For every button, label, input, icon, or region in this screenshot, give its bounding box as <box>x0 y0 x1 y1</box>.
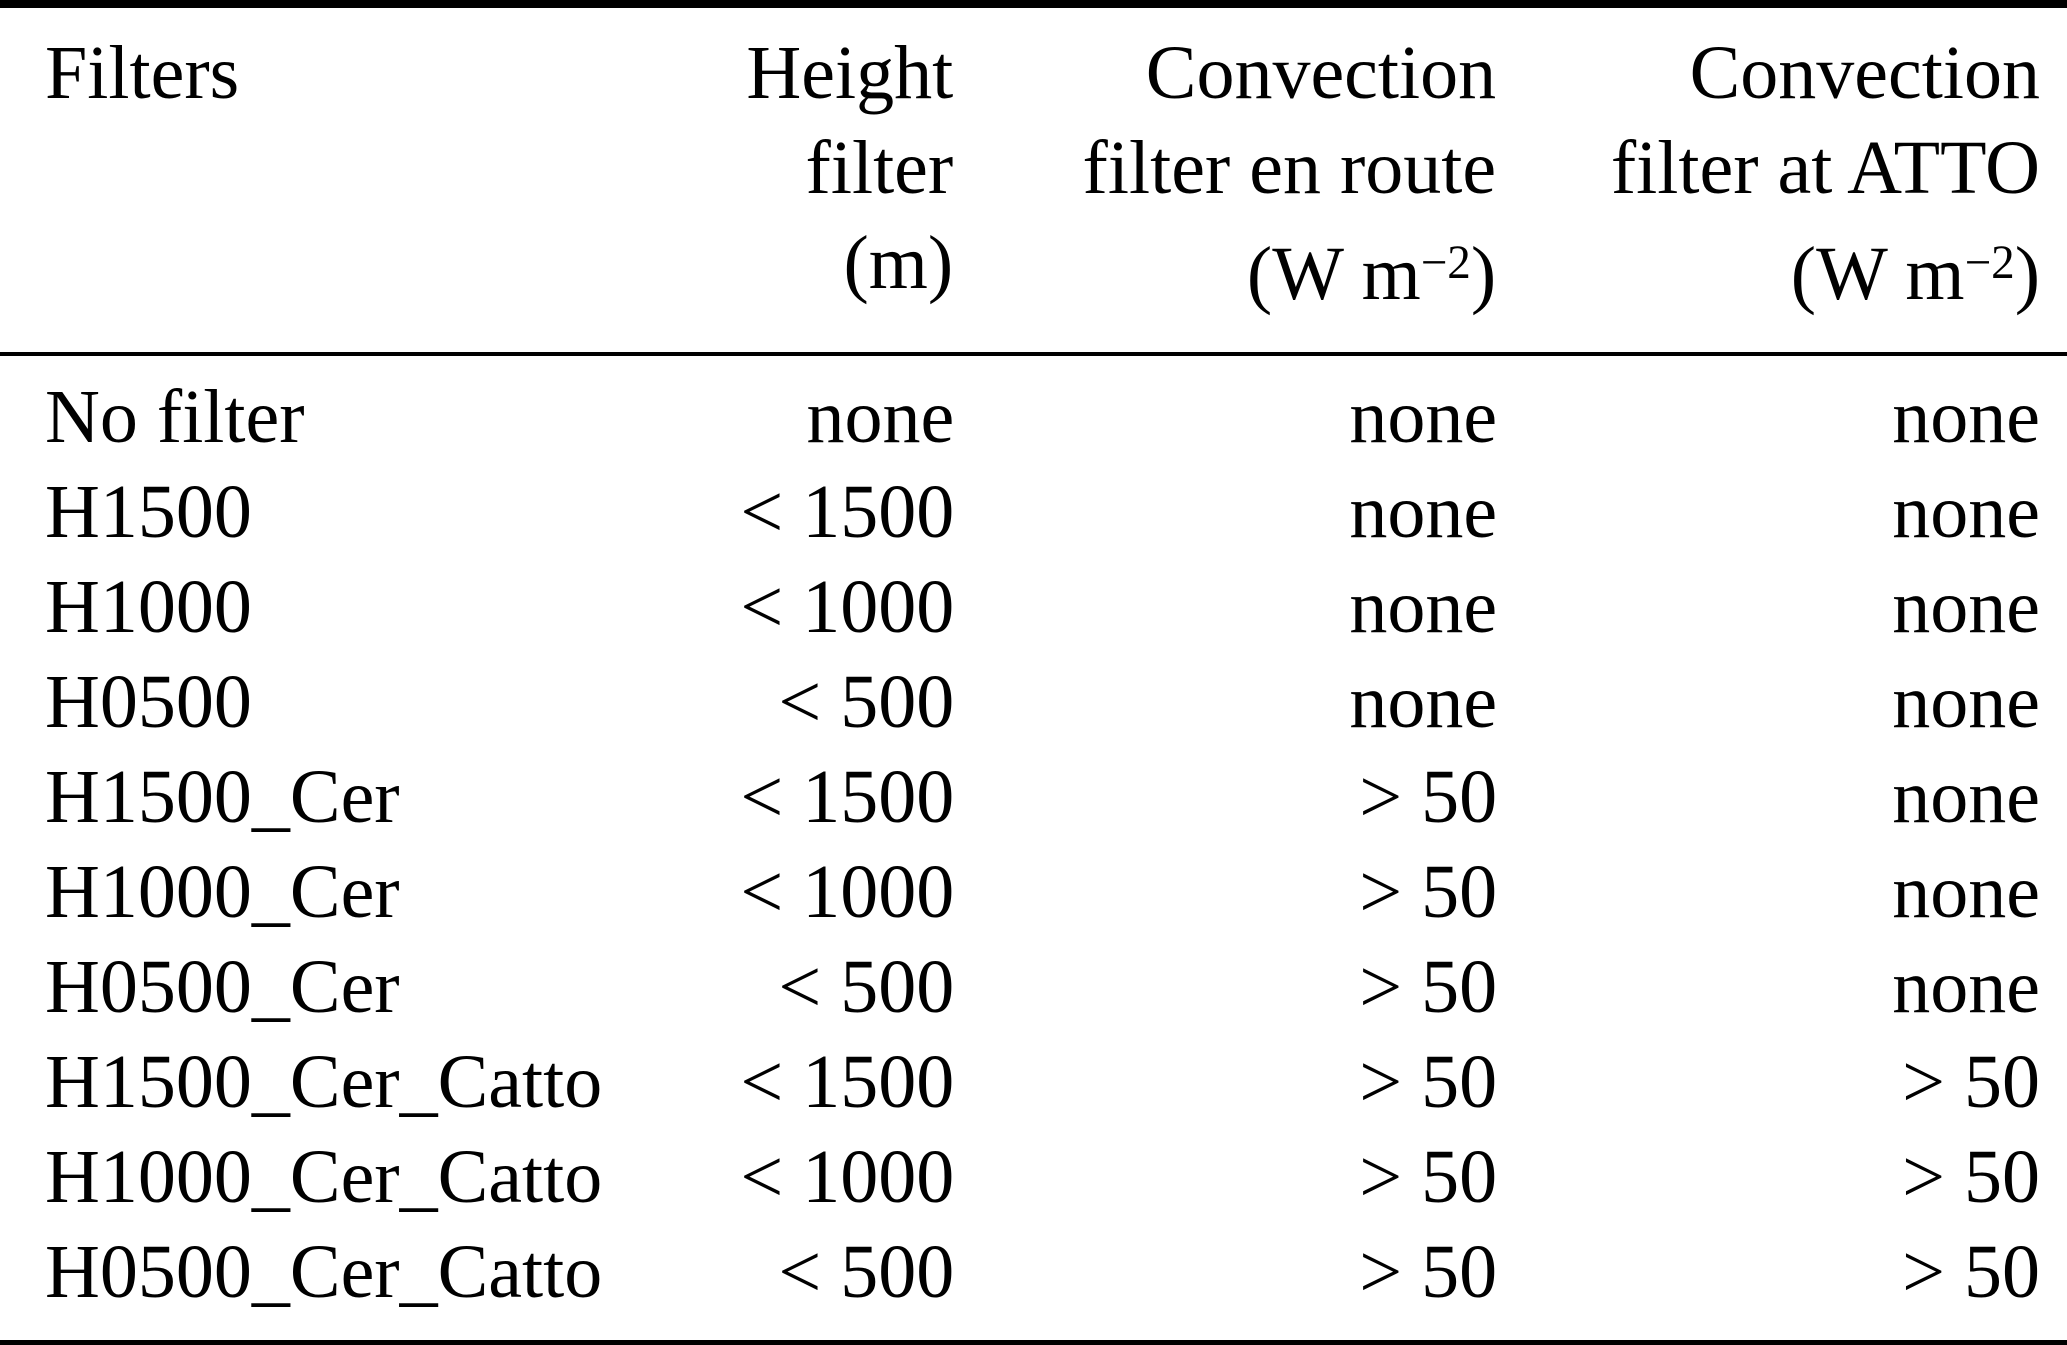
cell-convection-en-route: none <box>1349 660 1498 745</box>
cell-filter-name: H1000_Cer_Catto <box>45 1135 603 1220</box>
cell-convection-at-atto: none <box>1892 470 2040 555</box>
table-row: H1000 < 1000 none none <box>0 560 2067 655</box>
header-height-unit: (m) <box>843 221 954 305</box>
table-row: H1000_Cer_Catto < 1000 > 50 > 50 <box>0 1130 2067 1225</box>
cell-convection-en-route: none <box>1349 565 1498 650</box>
cell-filter-name: H1500_Cer <box>45 755 400 840</box>
header-conv-route-line1: Convection <box>1145 31 1497 115</box>
unit-close: ) <box>1470 232 1497 317</box>
cell-height-filter: < 1000 <box>740 1135 955 1220</box>
unit-open: (W m <box>1246 232 1421 317</box>
cell-convection-en-route: > 50 <box>1359 755 1498 840</box>
header-conv-atto-line1: Convection <box>1689 31 2040 115</box>
cell-filter-name: H1000 <box>45 565 252 650</box>
cell-height-filter: < 1000 <box>740 850 955 935</box>
cell-filter-name: H0500_Cer_Catto <box>45 1230 603 1315</box>
unit-open: (W m <box>1790 232 1965 317</box>
header-conv-atto-line2: filter at ATTO <box>1610 126 2040 210</box>
cell-height-filter: < 1500 <box>740 755 955 840</box>
unit-exponent: −2 <box>1420 237 1471 289</box>
cell-height-filter: < 1500 <box>740 1040 955 1125</box>
table-row: H0500_Cer_Catto < 500 > 50 > 50 <box>0 1225 2067 1344</box>
cell-height-filter: < 1500 <box>740 470 955 555</box>
table-row: H0500_Cer < 500 > 50 none <box>0 940 2067 1035</box>
cell-convection-en-route: none <box>1349 375 1498 460</box>
cell-convection-at-atto: none <box>1892 375 2040 460</box>
cell-convection-en-route: > 50 <box>1359 945 1498 1030</box>
cell-convection-at-atto: none <box>1892 755 2040 840</box>
header-filters-label: Filters <box>45 31 240 115</box>
cell-convection-at-atto: none <box>1892 945 2040 1030</box>
column-header-convection-en-route: Convection filter en route (W m−2) <box>954 4 1498 357</box>
column-header-height-filter: Height filter (m) <box>538 4 955 357</box>
cell-convection-at-atto: > 50 <box>1902 1230 2040 1315</box>
cell-filter-name: H1000_Cer <box>45 850 400 935</box>
cell-height-filter: < 1000 <box>740 565 955 650</box>
cell-convection-en-route: > 50 <box>1359 1135 1498 1220</box>
cell-convection-en-route: none <box>1349 470 1498 555</box>
cell-convection-at-atto: > 50 <box>1902 1040 2040 1125</box>
unit-close: ) <box>2014 232 2040 317</box>
cell-height-filter: none <box>806 375 955 460</box>
table-row: H0500 < 500 none none <box>0 655 2067 750</box>
header-row: Filters Height filter (m) Convection fil… <box>0 4 2067 357</box>
cell-convection-en-route: > 50 <box>1359 1040 1498 1125</box>
header-conv-route-unit: (W m−2) <box>955 216 1496 322</box>
table-header: Filters Height filter (m) Convection fil… <box>0 4 2067 357</box>
cell-height-filter: < 500 <box>778 1230 955 1315</box>
cell-filter-name: H1500_Cer_Catto <box>45 1040 603 1125</box>
cell-filter-name: H1500 <box>45 470 252 555</box>
cell-convection-at-atto: none <box>1892 850 2040 935</box>
table-row: H1000_Cer < 1000 > 50 none <box>0 845 2067 940</box>
cell-filter-name: No filter <box>45 375 305 460</box>
table-row: H1500_Cer_Catto < 1500 > 50 > 50 <box>0 1035 2067 1130</box>
cell-height-filter: < 500 <box>778 660 955 745</box>
header-height-line2: filter <box>805 126 954 210</box>
cell-height-filter: < 500 <box>778 945 955 1030</box>
header-height-line1: Height <box>746 31 954 115</box>
table-row: H1500_Cer < 1500 > 50 none <box>0 750 2067 845</box>
column-header-filters: Filters <box>0 4 539 357</box>
cell-filter-name: H0500 <box>45 660 252 745</box>
cell-convection-en-route: > 50 <box>1359 850 1498 935</box>
table-row: No filter none none none <box>0 354 2067 465</box>
table-body: No filter none none none H1500 < 1500 none none… <box>0 354 2067 1344</box>
header-conv-route-line2: filter en route <box>1082 126 1497 210</box>
cell-convection-at-atto: > 50 <box>1902 1135 2040 1220</box>
cell-convection-at-atto: none <box>1892 565 2040 650</box>
cell-filter-name: H0500_Cer <box>45 945 400 1030</box>
column-header-convection-at-atto: Convection filter at ATTO (W m−2) <box>1497 4 2067 357</box>
unit-exponent: −2 <box>1964 237 2015 289</box>
header-conv-atto-unit: (W m−2) <box>1498 216 2040 322</box>
cell-convection-en-route: > 50 <box>1359 1230 1498 1315</box>
table-row: H1500 < 1500 none none <box>0 465 2067 560</box>
cell-convection-at-atto: none <box>1892 660 2040 745</box>
